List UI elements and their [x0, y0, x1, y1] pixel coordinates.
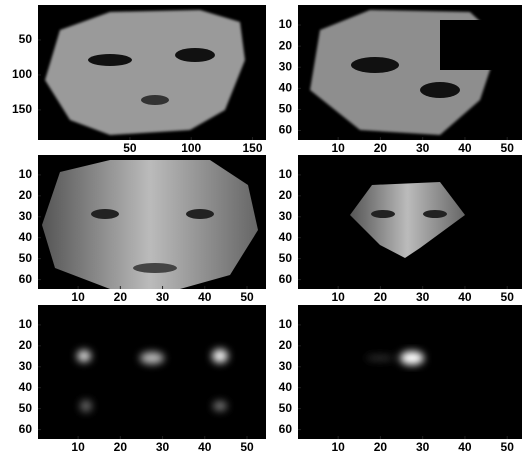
y-tick-label: 20 — [279, 188, 293, 202]
y-tick-label: 20 — [19, 188, 33, 202]
y-tick-label: 50 — [279, 401, 293, 415]
y-tick-label: 10 — [279, 167, 293, 181]
y-tick-label: 60 — [19, 422, 33, 436]
y-tick-label: 30 — [279, 209, 293, 223]
x-tick-label: 10 — [71, 440, 85, 454]
y-tick-label: 150 — [12, 102, 32, 116]
eye — [423, 210, 447, 218]
x-tick-label: 150 — [243, 141, 263, 155]
y-tick-label: 10 — [279, 317, 293, 331]
y-tick-label: 40 — [279, 230, 293, 244]
x-tick-label: 20 — [374, 141, 388, 155]
eye — [91, 209, 119, 219]
x-tick-label: 50 — [501, 440, 515, 454]
x-tick-label: 40 — [458, 290, 472, 304]
y-tick-label: 30 — [19, 209, 33, 223]
y-tick-label: 60 — [279, 422, 293, 436]
y-tick-label: 40 — [19, 380, 33, 394]
x-tick-label: 40 — [458, 440, 472, 454]
x-tick-label: 40 — [198, 440, 212, 454]
y-tick-label: 20 — [279, 338, 293, 352]
x-tick-label: 10 — [71, 290, 85, 304]
x-tick-label: 10 — [331, 440, 345, 454]
x-tick-label: 50 — [501, 141, 515, 155]
eye — [186, 209, 214, 219]
y-tick-label: 50 — [19, 401, 33, 415]
y-tick-label: 60 — [279, 272, 293, 286]
eye — [88, 54, 132, 66]
image — [38, 305, 266, 439]
page: 50 100 150 50 100 150 10 20 30 40 50 10 20 30 40 50 60 10… — [0, 0, 527, 456]
eye — [175, 48, 215, 62]
x-tick-label: 30 — [416, 141, 430, 155]
y-tick-label: 60 — [279, 123, 293, 137]
figure: 50 100 150 50 100 150 10 20 30 40 50 10 20 30 40 50 60 10… — [0, 0, 527, 456]
eye — [351, 57, 399, 73]
image — [298, 305, 522, 439]
x-tick-label: 30 — [416, 440, 430, 454]
x-tick-label: 50 — [123, 141, 137, 155]
x-tick-label: 30 — [156, 440, 170, 454]
y-tick-label: 40 — [279, 80, 293, 94]
x-tick-label: 50 — [240, 290, 254, 304]
y-tick-label: 50 — [279, 251, 293, 265]
mouth — [133, 263, 177, 273]
x-tick-label: 40 — [198, 290, 212, 304]
y-tick-label: 10 — [19, 167, 33, 181]
x-tick-label: 50 — [240, 440, 254, 454]
y-tick-label: 40 — [279, 380, 293, 394]
x-tick-label: 20 — [374, 440, 388, 454]
y-tick-label: 20 — [279, 38, 293, 52]
x-tick-label: 10 — [331, 141, 345, 155]
x-tick-label: 20 — [114, 290, 128, 304]
x-tick-label: 50 — [501, 290, 515, 304]
nose — [141, 95, 169, 105]
y-tick-label: 30 — [279, 359, 293, 373]
x-tick-label: 10 — [331, 290, 345, 304]
y-tick-label: 10 — [279, 17, 293, 31]
y-tick-label: 50 — [19, 32, 33, 46]
x-tick-label: 100 — [181, 141, 201, 155]
y-tick-label: 50 — [279, 102, 293, 116]
y-tick-label: 60 — [19, 272, 33, 286]
y-tick-label: 100 — [12, 67, 32, 81]
shadow — [440, 20, 522, 70]
x-tick-label: 20 — [114, 440, 128, 454]
y-tick-label: 20 — [19, 338, 33, 352]
x-tick-label: 40 — [458, 141, 472, 155]
y-tick-label: 50 — [19, 251, 33, 265]
y-tick-label: 30 — [19, 359, 33, 373]
x-tick-label: 30 — [156, 290, 170, 304]
x-tick-label: 30 — [416, 290, 430, 304]
y-tick-label: 10 — [19, 317, 33, 331]
x-tick-label: 20 — [374, 290, 388, 304]
eye — [371, 210, 395, 218]
y-tick-label: 30 — [279, 59, 293, 73]
eye — [420, 82, 460, 98]
y-tick-label: 40 — [19, 230, 33, 244]
